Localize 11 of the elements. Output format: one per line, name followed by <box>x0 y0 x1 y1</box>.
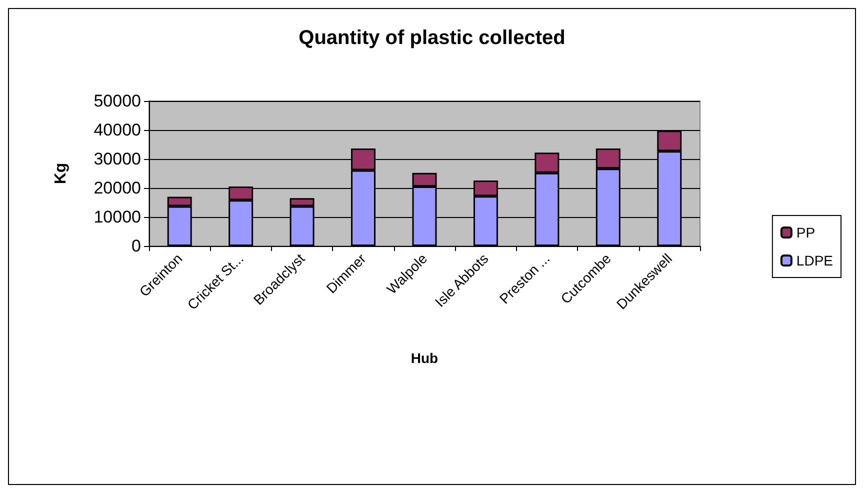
legend-label: LDPE <box>796 252 834 268</box>
x-axis-title: Hub <box>410 350 438 366</box>
y-tick-label: 10000 <box>94 208 141 226</box>
legend-label: PP <box>796 224 816 240</box>
y-tick-label: 0 <box>132 236 141 256</box>
y-tick-label: 20000 <box>94 178 141 198</box>
chart-title: Quantity of plastic collected <box>298 27 566 49</box>
y-tick-label: 30000 <box>94 150 141 168</box>
y-tick-label: 50000 <box>94 92 141 110</box>
y-axis-title: Kg <box>52 162 70 184</box>
y-tick-label: 40000 <box>94 120 141 140</box>
